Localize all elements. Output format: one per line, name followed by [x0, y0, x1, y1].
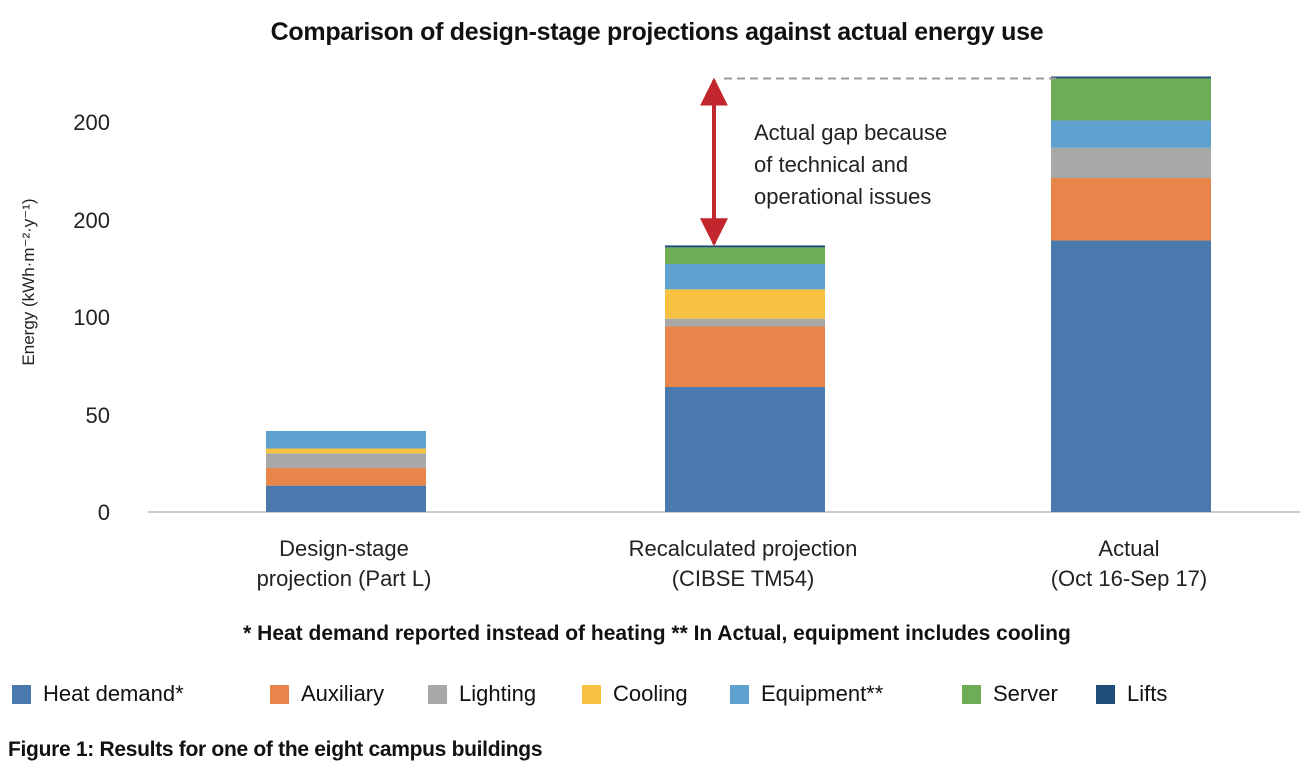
- x-tick-label: Design-stage: [279, 536, 409, 561]
- bar-segment-server: [665, 247, 825, 264]
- legend-swatch: [962, 684, 981, 704]
- y-tick-label: 100: [73, 305, 110, 330]
- legend-label: Cooling: [613, 681, 688, 706]
- legend-item: Cooling: [582, 681, 688, 707]
- gap-annotation: operational issues: [754, 184, 931, 209]
- legend-swatch: [582, 684, 601, 704]
- y-tick-label: 200: [73, 110, 110, 135]
- legend-label: Heat demand*: [43, 681, 184, 706]
- bar-segment-lifts: [1051, 76, 1211, 79]
- legend-label: Equipment**: [761, 681, 884, 706]
- x-tick-label: Recalculated projection: [629, 536, 858, 561]
- x-tick-label: Actual: [1098, 536, 1159, 561]
- y-axis-label: Energy (kWh·m⁻²·y⁻¹): [19, 198, 38, 365]
- bar-segment-lighting: [266, 453, 426, 469]
- bar-segment-heatdemand: [266, 485, 426, 512]
- bar-segment-equipment: [665, 263, 825, 290]
- legend-swatch: [428, 684, 447, 704]
- chart-title: Comparison of design-stage projections a…: [270, 18, 1044, 46]
- legend-item: Lighting: [428, 681, 536, 707]
- bar-segment-cooling: [665, 289, 825, 319]
- legend-item: Equipment**: [730, 681, 883, 707]
- y-tick-label: 50: [86, 403, 110, 428]
- bar-segment-equipment: [266, 430, 426, 449]
- legend-label: Lifts: [1127, 681, 1168, 706]
- legend-item: Auxiliary: [270, 681, 384, 707]
- y-tick-label: 0: [98, 500, 110, 525]
- bar-segment-server: [1051, 78, 1211, 121]
- legend-item: Server: [962, 681, 1058, 707]
- gap-annotation: of technical and: [754, 152, 908, 177]
- bar-segment-auxiliary: [1051, 178, 1211, 241]
- legend-item: Heat demand*: [12, 681, 184, 707]
- legend: Heat demand* Auxiliary Lighting Cooling Equi…: [0, 681, 1314, 711]
- legend-item: Lifts: [1096, 681, 1167, 707]
- legend-swatch: [12, 684, 31, 704]
- bar-segment-equipment: [1051, 120, 1211, 148]
- footnote: * Heat demand reported instead of heatin…: [243, 622, 1071, 645]
- gap-annotation: Actual gap because: [754, 120, 947, 145]
- bar-segment-auxiliary: [665, 326, 825, 388]
- x-tick-label: projection (Part L): [257, 566, 432, 591]
- stacked-bar-chart: 0 50 100 200 200 Energy (kWh·m⁻²·y⁻¹) Design-s…: [19, 76, 1300, 591]
- bar-segment-heatdemand: [665, 387, 825, 512]
- bar-segment-lifts: [665, 245, 825, 248]
- legend-swatch: [1096, 684, 1115, 704]
- bar-segment-lighting: [1051, 147, 1211, 179]
- legend-label: Auxiliary: [301, 681, 385, 706]
- legend-swatch: [730, 684, 749, 704]
- bar-segment-auxiliary: [266, 468, 426, 486]
- legend-swatch: [270, 684, 289, 704]
- bar-segment-lighting: [665, 318, 825, 327]
- legend-label: Server: [993, 681, 1058, 706]
- bar-segment-heatdemand: [1051, 240, 1211, 512]
- x-tick-label: (Oct 16-Sep 17): [1051, 566, 1208, 591]
- y-tick-label: 200: [73, 208, 110, 233]
- bar-segment-cooling: [266, 448, 426, 454]
- x-tick-label: (CIBSE TM54): [672, 566, 815, 591]
- figure-caption: Figure 1: Results for one of the eight c…: [8, 738, 543, 761]
- legend-label: Lighting: [459, 681, 537, 706]
